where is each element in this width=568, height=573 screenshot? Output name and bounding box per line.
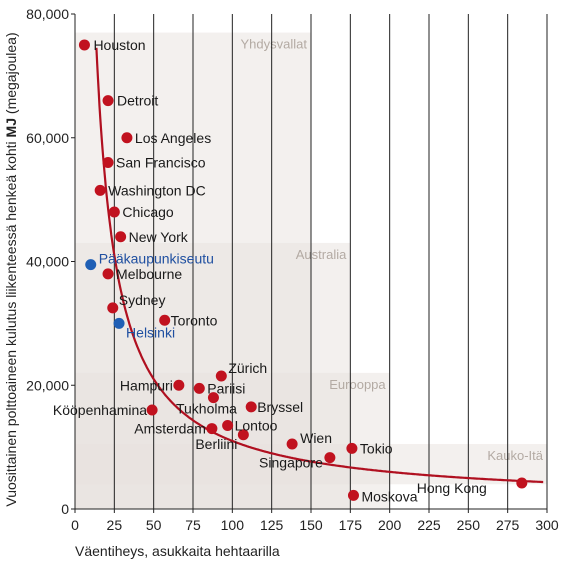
point-amsterdam	[206, 423, 218, 435]
label-lontoo: Lontoo	[235, 417, 278, 433]
label-zurich: Zürich	[228, 360, 267, 376]
x-tick-25: 25	[107, 517, 123, 533]
label-houston: Houston	[93, 37, 145, 53]
y-tick-60000: 60,000	[26, 130, 69, 146]
point-pariisi	[193, 382, 205, 394]
y-tick-80000: 80,000	[26, 6, 69, 22]
label-helsinki: Helsinki	[126, 324, 175, 340]
label-wien: Wien	[300, 430, 332, 446]
point-tokio	[346, 442, 358, 454]
point-berliini	[237, 429, 249, 441]
region-label-kauko-ita: Kauko-Itä	[487, 448, 543, 463]
label-hong-kong: Hong Kong	[417, 480, 487, 496]
y-axis-ticks: 0 20,000 40,000 60,000 80,000	[26, 6, 75, 517]
point-zurich	[215, 370, 227, 382]
point-moskova	[347, 489, 359, 501]
trend-curve-group	[95, 47, 544, 484]
y-axis-title-unit: MJ	[3, 118, 19, 137]
point-lontoo	[222, 419, 234, 431]
region-label-yhdysvallat: Yhdysvallat	[241, 37, 308, 52]
point-bryssel	[245, 401, 257, 413]
x-tick-0: 0	[71, 517, 79, 533]
x-tick-275: 275	[496, 517, 520, 533]
region-label-eurooppa: Eurooppa	[329, 377, 386, 392]
x-tick-50: 50	[146, 517, 162, 533]
point-paakaupunkiseutu	[85, 259, 97, 271]
point-koopenhamina	[146, 404, 158, 416]
x-tick-225: 225	[417, 517, 441, 533]
label-melbourne: Melbourne	[116, 266, 182, 282]
y-tick-40000: 40,000	[26, 254, 69, 270]
y-axis-title-part2: (megajoulea)	[3, 32, 19, 118]
point-detroit	[102, 95, 114, 107]
point-washington-dc	[94, 184, 106, 196]
label-berliini: Berliini	[195, 436, 237, 452]
label-tukholma: Tukholma	[176, 401, 237, 417]
y-axis-title-part1: Vuosittainen polttoaineen kulutus liiken…	[3, 137, 19, 506]
x-tick-200: 200	[378, 517, 402, 533]
point-new-york	[115, 231, 127, 243]
label-amsterdam: Amsterdam	[134, 421, 206, 437]
point-hong-kong	[516, 477, 528, 489]
label-bryssel: Bryssel	[257, 399, 303, 415]
point-houston	[78, 39, 90, 51]
label-moskova: Moskova	[361, 488, 417, 504]
region-labels: Yhdysvallat Australia Eurooppa Kauko-Itä	[241, 37, 544, 463]
label-tokio: Tokio	[360, 440, 393, 456]
point-hampuri	[173, 379, 185, 391]
vertical-gridlines	[74, 14, 548, 510]
x-tick-150: 150	[299, 517, 323, 533]
point-sydney	[107, 302, 119, 314]
label-toronto: Toronto	[171, 312, 218, 328]
trend-curve	[95, 47, 544, 484]
point-tukholma	[207, 392, 219, 404]
label-chicago: Chicago	[122, 204, 174, 220]
x-tick-300: 300	[535, 517, 559, 533]
label-washington-dc: Washington DC	[108, 182, 206, 198]
x-axis-title: Väentiheys, asukkaita hehtaarilla	[75, 543, 280, 559]
x-axis-ticks: 0 25 50 75 100 125 150 175 200 225 250 275 300	[71, 509, 559, 533]
label-new-york: New York	[129, 229, 189, 245]
point-labels: Houston Detroit Los Angeles San Francisco Wa…	[53, 37, 487, 504]
x-tick-175: 175	[339, 517, 363, 533]
x-tick-125: 125	[260, 517, 284, 533]
y-axis-title: Vuosittainen polttoaineen kulutus liiken…	[3, 32, 19, 506]
y-tick-20000: 20,000	[26, 377, 69, 393]
point-san-francisco	[102, 157, 114, 168]
region-label-australia: Australia	[296, 247, 347, 262]
x-tick-250: 250	[457, 517, 481, 533]
point-toronto	[159, 314, 171, 326]
data-points	[78, 39, 528, 501]
label-detroit: Detroit	[117, 93, 158, 109]
point-los-angeles	[121, 132, 133, 144]
label-singapore: Singapore	[259, 455, 323, 471]
label-los-angeles: Los Angeles	[135, 130, 211, 146]
point-chicago	[108, 206, 120, 218]
label-san-francisco: San Francisco	[116, 155, 206, 171]
point-helsinki	[113, 317, 125, 329]
point-melbourne	[102, 268, 114, 280]
label-pariisi: Pariisi	[207, 380, 245, 396]
label-koopenhamina: Kööpenhamina	[53, 402, 147, 418]
label-hampuri: Hampuri	[120, 377, 173, 393]
label-paakaupunkiseutu: Pääkaupunkiseutu	[99, 251, 214, 267]
point-singapore	[324, 452, 336, 464]
x-tick-75: 75	[185, 517, 201, 533]
y-tick-0: 0	[61, 501, 69, 517]
x-tick-100: 100	[221, 517, 245, 533]
point-wien	[286, 438, 298, 450]
label-sydney: Sydney	[119, 292, 166, 308]
